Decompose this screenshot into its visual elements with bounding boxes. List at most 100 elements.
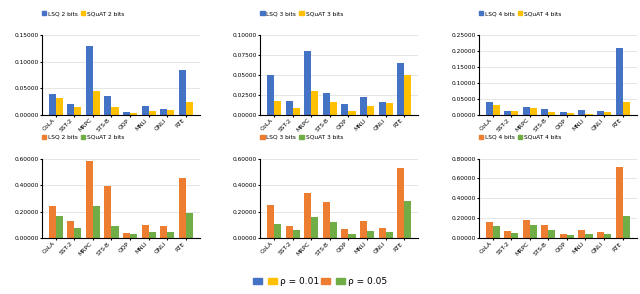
Bar — [560, 112, 567, 115]
Legend: , ρ = 0.01, , ρ = 0.05: , ρ = 0.01, , ρ = 0.05 — [250, 273, 390, 290]
Bar — [293, 230, 300, 238]
Bar — [123, 233, 130, 238]
Bar — [330, 222, 337, 238]
Bar — [123, 112, 130, 115]
Bar — [404, 201, 411, 238]
Bar — [623, 216, 630, 238]
Bar — [275, 223, 282, 238]
Bar — [397, 63, 404, 115]
Bar — [268, 75, 275, 115]
Bar — [511, 111, 518, 115]
Bar — [130, 234, 137, 238]
Bar — [486, 222, 493, 238]
Bar — [141, 225, 148, 238]
Bar — [86, 46, 93, 115]
Bar — [586, 234, 593, 238]
Legend: LSQ 3 bits, SQuAT 3 bits: LSQ 3 bits, SQuAT 3 bits — [260, 11, 343, 16]
Bar — [493, 105, 500, 115]
Bar — [341, 104, 348, 115]
Bar — [148, 111, 156, 115]
Bar — [179, 178, 186, 238]
Bar — [74, 107, 81, 115]
Bar — [330, 102, 337, 115]
Bar — [348, 111, 355, 115]
Bar — [523, 106, 530, 115]
Legend: LSQ 4 bits, SQuAT 4 bits: LSQ 4 bits, SQuAT 4 bits — [479, 135, 561, 140]
Bar — [367, 231, 374, 238]
Bar — [385, 231, 392, 238]
Bar — [367, 106, 374, 115]
Bar — [104, 186, 111, 238]
Bar — [74, 228, 81, 238]
Bar — [56, 98, 63, 115]
Bar — [541, 225, 548, 238]
Bar — [385, 103, 392, 115]
Bar — [378, 228, 385, 238]
Bar — [275, 101, 282, 115]
Bar — [360, 221, 367, 238]
Bar — [104, 96, 111, 115]
Bar — [586, 113, 593, 115]
Bar — [167, 231, 174, 238]
Bar — [141, 106, 148, 115]
Bar — [67, 104, 74, 115]
Bar — [397, 168, 404, 238]
Bar — [111, 107, 118, 115]
Bar — [604, 112, 611, 115]
Bar — [604, 234, 611, 238]
Legend: LSQ 3 bits, SQuAT 3 bits: LSQ 3 bits, SQuAT 3 bits — [260, 135, 343, 140]
Bar — [268, 205, 275, 238]
Bar — [486, 102, 493, 115]
Bar — [148, 231, 156, 238]
Bar — [511, 233, 518, 238]
Bar — [312, 217, 319, 238]
Bar — [348, 234, 355, 238]
Bar — [378, 102, 385, 115]
Bar — [616, 48, 623, 115]
Bar — [286, 101, 293, 115]
Bar — [548, 230, 556, 238]
Bar — [597, 232, 604, 238]
Bar — [504, 231, 511, 238]
Bar — [186, 213, 193, 238]
Bar — [49, 93, 56, 115]
Legend: LSQ 4 bits, SQuAT 4 bits: LSQ 4 bits, SQuAT 4 bits — [479, 11, 561, 16]
Bar — [548, 112, 556, 115]
Bar — [179, 70, 186, 115]
Bar — [530, 108, 537, 115]
Bar — [86, 161, 93, 238]
Bar — [312, 91, 319, 115]
Bar — [567, 113, 574, 115]
Bar — [341, 229, 348, 238]
Bar — [579, 230, 586, 238]
Bar — [504, 111, 511, 115]
Bar — [56, 216, 63, 238]
Bar — [130, 113, 137, 115]
Bar — [49, 206, 56, 238]
Bar — [623, 102, 630, 115]
Bar — [579, 110, 586, 115]
Bar — [616, 166, 623, 238]
Bar — [323, 93, 330, 115]
Bar — [286, 226, 293, 238]
Bar — [360, 97, 367, 115]
Legend: LSQ 2 bits, SQuAT 2 bits: LSQ 2 bits, SQuAT 2 bits — [42, 11, 125, 16]
Bar — [111, 226, 118, 238]
Bar — [541, 109, 548, 115]
Bar — [530, 225, 537, 238]
Bar — [167, 110, 174, 115]
Bar — [523, 220, 530, 238]
Bar — [305, 193, 312, 238]
Bar — [560, 234, 567, 238]
Bar — [93, 206, 100, 238]
Bar — [597, 111, 604, 115]
Bar — [404, 75, 411, 115]
Bar — [160, 109, 167, 115]
Bar — [293, 108, 300, 115]
Bar — [93, 91, 100, 115]
Legend: LSQ 2 bits, SQuAT 2 bits: LSQ 2 bits, SQuAT 2 bits — [42, 135, 125, 140]
Bar — [305, 51, 312, 115]
Bar — [160, 226, 167, 238]
Bar — [67, 221, 74, 238]
Bar — [567, 235, 574, 238]
